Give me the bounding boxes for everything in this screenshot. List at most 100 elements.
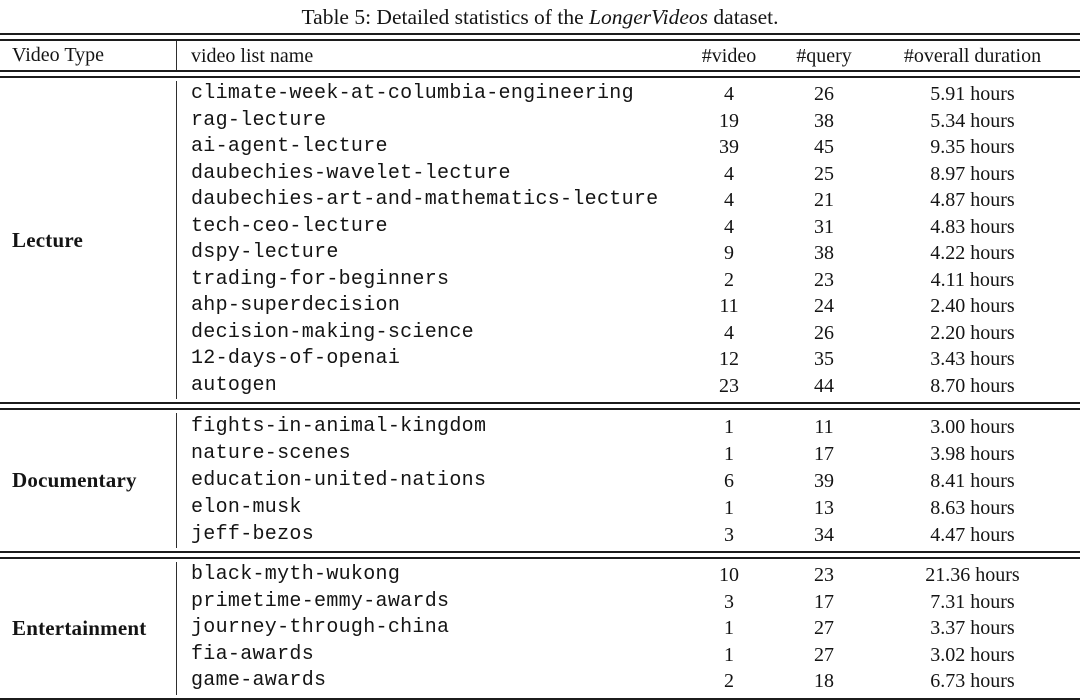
num-video-cell: 11: [719, 295, 739, 318]
table-row: decision-making-science 4 26 2.20 hours: [177, 320, 1080, 347]
num-video-cell: 1: [724, 643, 734, 666]
num-video-cell: 4: [724, 162, 734, 185]
table-row: primetime-emmy-awards 3 17 7.31 hours: [177, 589, 1080, 616]
num-query-cell: 26: [814, 321, 834, 344]
table-row: climate-week-at-columbia-engineering 4 26 5…: [177, 81, 1080, 108]
duration-cell: 4.83 hours: [930, 215, 1015, 238]
video-list-name-cell: 12-days-of-openai: [191, 347, 401, 371]
video-list-name-cell: daubechies-wavelet-lecture: [191, 161, 511, 185]
num-video-cell: 2: [724, 268, 734, 291]
video-list-name-cell: autogen: [191, 373, 278, 397]
num-query-cell: 39: [814, 469, 834, 492]
num-query-cell: 27: [814, 617, 834, 640]
video-type-cell: Entertainment: [0, 562, 177, 695]
table-row: rag-lecture 19 38 5.34 hours: [177, 108, 1080, 135]
num-video-cell: 19: [719, 109, 739, 132]
video-list-name-cell: primetime-emmy-awards: [191, 589, 450, 613]
duration-cell: 4.87 hours: [930, 189, 1015, 212]
table-row: nature-scenes 1 17 3.98 hours: [177, 440, 1080, 467]
caption-suffix: dataset.: [708, 5, 779, 29]
duration-cell: 9.35 hours: [930, 136, 1015, 159]
duration-cell: 4.22 hours: [930, 242, 1015, 265]
video-list-name-cell: jeff-bezos: [191, 522, 315, 546]
video-list-name-cell: fights-in-animal-kingdom: [191, 414, 487, 438]
table-caption: Table 5: Detailed statistics of the Long…: [0, 0, 1080, 33]
num-video-cell: 10: [719, 564, 739, 587]
column-header-num-query: #query: [796, 44, 852, 67]
table-row: fia-awards 1 27 3.02 hours: [177, 642, 1080, 669]
section-rule: [0, 402, 1080, 410]
video-list-name-cell: decision-making-science: [191, 320, 474, 344]
table-row: tech-ceo-lecture 4 31 4.83 hours: [177, 214, 1080, 241]
num-query-cell: 25: [814, 162, 834, 185]
num-video-cell: 1: [724, 496, 734, 519]
duration-cell: 2.20 hours: [930, 321, 1015, 344]
duration-cell: 4.47 hours: [930, 523, 1015, 546]
duration-cell: 8.63 hours: [930, 496, 1015, 519]
duration-cell: 5.34 hours: [930, 109, 1015, 132]
duration-cell: 5.91 hours: [930, 83, 1015, 106]
video-list-name-cell: fia-awards: [191, 642, 315, 666]
table-row: ahp-superdecision 11 24 2.40 hours: [177, 293, 1080, 320]
table-header-row: Video Type video list name #video #query…: [0, 41, 1080, 70]
duration-cell: 3.98 hours: [930, 442, 1015, 465]
duration-cell: 7.31 hours: [930, 590, 1015, 613]
num-query-cell: 18: [814, 670, 834, 693]
caption-prefix: Table 5: Detailed statistics of the: [301, 5, 589, 29]
table-row: game-awards 2 18 6.73 hours: [177, 668, 1080, 695]
video-list-name-cell: tech-ceo-lecture: [191, 214, 388, 238]
num-video-cell: 23: [719, 374, 739, 397]
video-type-cell: Documentary: [0, 413, 177, 548]
table-row: ai-agent-lecture 39 45 9.35 hours: [177, 134, 1080, 161]
num-video-cell: 4: [724, 215, 734, 238]
num-query-cell: 31: [814, 215, 834, 238]
num-query-cell: 38: [814, 242, 834, 265]
section-rows: black-myth-wukong 10 23 21.36 hours primetim…: [177, 562, 1080, 695]
num-query-cell: 17: [814, 590, 834, 613]
duration-cell: 3.43 hours: [930, 348, 1015, 371]
table-section: Documentary fights-in-animal-kingdom 1 11 3.…: [0, 410, 1080, 551]
bottom-rule: [0, 697, 1080, 700]
video-list-name-cell: education-united-nations: [191, 468, 487, 492]
num-query-cell: 26: [814, 83, 834, 106]
num-query-cell: 35: [814, 348, 834, 371]
num-query-cell: 45: [814, 136, 834, 159]
duration-cell: 6.73 hours: [930, 670, 1015, 693]
num-query-cell: 34: [814, 523, 834, 546]
num-video-cell: 2: [724, 670, 734, 693]
num-video-cell: 1: [724, 617, 734, 640]
section-rows: climate-week-at-columbia-engineering 4 26 5…: [177, 81, 1080, 399]
video-list-name-cell: ahp-superdecision: [191, 294, 401, 318]
video-list-name-cell: climate-week-at-columbia-engineering: [191, 82, 634, 106]
video-list-name-cell: journey-through-china: [191, 616, 450, 640]
video-list-name-cell: game-awards: [191, 669, 327, 693]
video-list-name-cell: nature-scenes: [191, 441, 351, 465]
duration-cell: 4.11 hours: [930, 268, 1015, 291]
table-row: journey-through-china 1 27 3.37 hours: [177, 615, 1080, 642]
num-video-cell: 3: [724, 590, 734, 613]
num-query-cell: 23: [814, 564, 834, 587]
section-rule: [0, 551, 1080, 559]
num-video-cell: 1: [724, 442, 734, 465]
video-list-name-cell: trading-for-beginners: [191, 267, 450, 291]
table-row: education-united-nations 6 39 8.41 hours: [177, 467, 1080, 494]
duration-cell: 3.02 hours: [930, 643, 1015, 666]
num-video-cell: 12: [719, 348, 739, 371]
num-video-cell: 4: [724, 83, 734, 106]
table-row: 12-days-of-openai 12 35 3.43 hours: [177, 346, 1080, 373]
table-row: trading-for-beginners 2 23 4.11 hours: [177, 267, 1080, 294]
table-body: Lecture climate-week-at-columbia-engineer…: [0, 78, 1080, 698]
num-video-cell: 9: [724, 242, 734, 265]
table-row: fights-in-animal-kingdom 1 11 3.00 hours: [177, 413, 1080, 440]
table-row: daubechies-art-and-mathematics-lecture 4 2…: [177, 187, 1080, 214]
column-header-overall-duration: #overall duration: [903, 44, 1042, 67]
video-list-name-cell: elon-musk: [191, 495, 302, 519]
video-type-cell: Lecture: [0, 81, 177, 399]
table-row: autogen 23 44 8.70 hours: [177, 373, 1080, 400]
duration-cell: 3.37 hours: [930, 617, 1015, 640]
table-row: jeff-bezos 3 34 4.47 hours: [177, 521, 1080, 548]
duration-cell: 3.00 hours: [930, 415, 1015, 438]
table-row: black-myth-wukong 10 23 21.36 hours: [177, 562, 1080, 589]
column-header-video-list-name: video list name: [191, 44, 314, 67]
num-video-cell: 3: [724, 523, 734, 546]
